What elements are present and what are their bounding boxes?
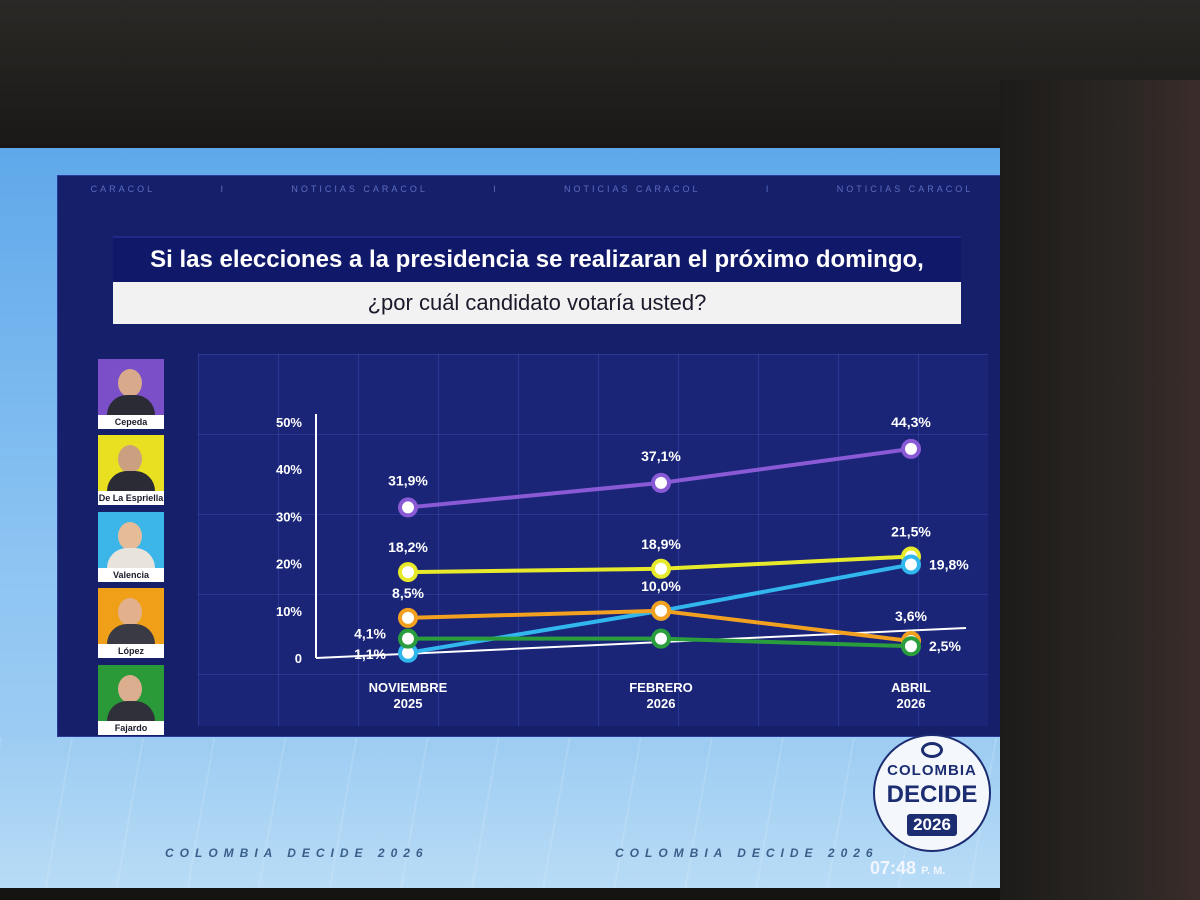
data-label: 4,1% (354, 626, 386, 642)
x-tick-label: 2026 (647, 696, 676, 711)
data-point (901, 438, 921, 459)
candidate-card-lopez: López (98, 588, 164, 658)
poll-graphic-panel: CARACOL I NOTICIAS CARACOL I NOTICIAS CA… (58, 176, 1000, 736)
data-point (651, 600, 671, 621)
data-point (901, 554, 921, 575)
data-label: 3,6% (895, 608, 927, 624)
data-label: 8,5% (392, 585, 424, 601)
ticker-item: I (493, 184, 499, 194)
data-label: 18,2% (388, 539, 428, 555)
candidate-name: Valencia (98, 568, 164, 582)
ticker-strip: CARACOL I NOTICIAS CARACOL I NOTICIAS CA… (58, 184, 1000, 198)
data-point (651, 628, 671, 649)
clock-time: 07:48 (870, 858, 917, 878)
clock-ampm: P. M. (921, 865, 946, 877)
candidate-name: Cepeda (98, 415, 164, 429)
data-point (398, 607, 418, 628)
data-label: 2,5% (929, 638, 961, 654)
line-chart: 50%40%30%20%10%0NOVIEMBRE2025FEBRERO2026… (276, 414, 969, 711)
data-label: 44,3% (891, 414, 931, 430)
tv-screen: COLOMBIA DECIDE 2026 COLOMBIA DECIDE 202… (0, 148, 1000, 888)
candidate-name: Fajardo (98, 721, 164, 735)
candidate-photo (98, 435, 164, 491)
ticker-item: I (765, 184, 772, 194)
logo-text-top: COLOMBIA (887, 762, 977, 779)
candidate-photo (98, 665, 164, 721)
eye-icon (921, 742, 943, 758)
data-point (651, 558, 671, 579)
room-background-right (1000, 80, 1200, 900)
x-tick-label: FEBRERO (629, 680, 693, 695)
logo-text-mid: DECIDE (886, 781, 978, 808)
colombia-decide-logo: COLOMBIA DECIDE 2026 (873, 734, 991, 852)
studio-floor (0, 738, 1000, 888)
y-tick-label: 50% (276, 415, 302, 430)
candidate-card-valencia: Valencia (98, 512, 164, 582)
broadcast-clock: 07:48 P. M. (870, 858, 945, 879)
candidate-photo (98, 588, 164, 644)
candidate-card-cepeda: Cepeda (98, 359, 164, 429)
data-point (651, 472, 671, 493)
data-label: 18,9% (641, 536, 681, 552)
ticker-item: I (220, 184, 227, 194)
data-point (398, 497, 418, 518)
ticker-item: NOTICIAS CARACOL (836, 184, 974, 194)
footer-right: COLOMBIA DECIDE 2026 (615, 846, 879, 860)
candidate-name: López (98, 644, 164, 658)
data-point (901, 636, 921, 657)
y-tick-label: 30% (276, 509, 302, 524)
question-line-1: Si las elecciones a la presidencia se re… (113, 236, 961, 282)
y-tick-label: 20% (276, 557, 302, 572)
ticker-item: NOTICIAS CARACOL (564, 184, 701, 194)
footer-left: COLOMBIA DECIDE 2026 (165, 846, 429, 860)
candidate-name: De La Espriella (98, 491, 164, 505)
x-tick-label: 2025 (394, 696, 423, 711)
logo-year: 2026 (907, 814, 957, 836)
candidate-card-fajardo: Fajardo (98, 665, 164, 735)
y-tick-label: 0 (295, 651, 302, 666)
data-label: 19,8% (929, 557, 969, 573)
data-label: 31,9% (388, 472, 428, 488)
data-point (398, 562, 418, 583)
data-point (398, 628, 418, 649)
ticker-item: NOTICIAS CARACOL (291, 184, 428, 194)
ticker-item: CARACOL (90, 184, 156, 194)
y-tick-label: 10% (276, 604, 302, 619)
candidate-photo (98, 512, 164, 568)
x-tick-label: ABRIL (891, 680, 931, 695)
data-label: 1,1% (354, 646, 386, 662)
question-line-2: ¿por cuál candidato votaría usted? (113, 282, 961, 324)
candidate-card-de-la-espriella: De La Espriella (98, 435, 164, 505)
data-label: 10,0% (641, 578, 681, 594)
x-tick-label: NOVIEMBRE (369, 680, 448, 695)
chart-area (198, 354, 988, 726)
y-tick-label: 40% (276, 462, 302, 477)
candidate-photo (98, 359, 164, 415)
data-label: 37,1% (641, 448, 681, 464)
data-label: 21,5% (891, 524, 931, 540)
x-tick-label: 2026 (897, 696, 926, 711)
